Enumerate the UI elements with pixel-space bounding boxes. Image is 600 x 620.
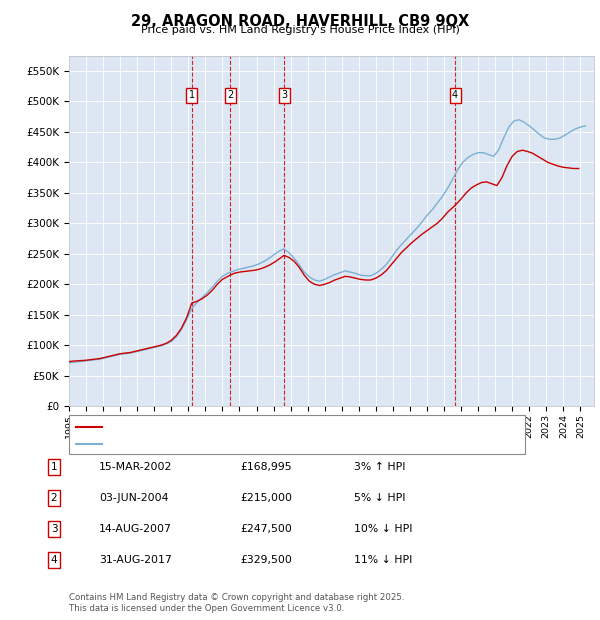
Text: 4: 4 <box>50 555 58 565</box>
Text: 3: 3 <box>50 524 58 534</box>
Text: 1: 1 <box>50 462 58 472</box>
Text: £215,000: £215,000 <box>240 493 292 503</box>
Text: 4: 4 <box>452 91 458 100</box>
Text: 2: 2 <box>227 91 233 100</box>
Text: £168,995: £168,995 <box>240 462 292 472</box>
Text: Contains HM Land Registry data © Crown copyright and database right 2025.
This d: Contains HM Land Registry data © Crown c… <box>69 593 404 613</box>
Text: 15-MAR-2002: 15-MAR-2002 <box>99 462 172 472</box>
Text: £329,500: £329,500 <box>240 555 292 565</box>
Text: 1: 1 <box>188 91 195 100</box>
Text: 5% ↓ HPI: 5% ↓ HPI <box>354 493 406 503</box>
Text: 29, ARAGON ROAD, HAVERHILL, CB9 9QX (detached house): 29, ARAGON ROAD, HAVERHILL, CB9 9QX (det… <box>105 422 402 432</box>
Text: HPI: Average price, detached house, West Suffolk: HPI: Average price, detached house, West… <box>105 439 352 449</box>
Text: Price paid vs. HM Land Registry's House Price Index (HPI): Price paid vs. HM Land Registry's House … <box>140 25 460 35</box>
Text: £247,500: £247,500 <box>240 524 292 534</box>
Text: 31-AUG-2017: 31-AUG-2017 <box>99 555 172 565</box>
Text: 3: 3 <box>281 91 287 100</box>
Text: 2: 2 <box>50 493 58 503</box>
Text: 10% ↓ HPI: 10% ↓ HPI <box>354 524 413 534</box>
Text: 11% ↓ HPI: 11% ↓ HPI <box>354 555 412 565</box>
Text: 3% ↑ HPI: 3% ↑ HPI <box>354 462 406 472</box>
Text: 14-AUG-2007: 14-AUG-2007 <box>99 524 172 534</box>
Text: 03-JUN-2004: 03-JUN-2004 <box>99 493 169 503</box>
Text: 29, ARAGON ROAD, HAVERHILL, CB9 9QX: 29, ARAGON ROAD, HAVERHILL, CB9 9QX <box>131 14 469 29</box>
